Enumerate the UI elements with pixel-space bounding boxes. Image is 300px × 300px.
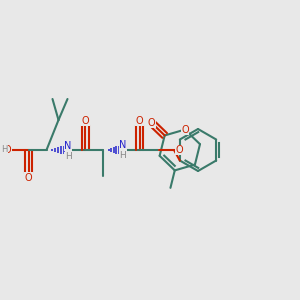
Text: H: H bbox=[65, 152, 71, 161]
Text: O: O bbox=[25, 173, 32, 183]
Text: O: O bbox=[82, 116, 89, 126]
Text: H: H bbox=[1, 146, 8, 154]
Text: O: O bbox=[175, 145, 183, 155]
Text: O: O bbox=[136, 116, 143, 126]
Text: N: N bbox=[119, 140, 127, 151]
Text: O: O bbox=[181, 124, 189, 135]
Text: H: H bbox=[120, 152, 126, 160]
Text: O: O bbox=[148, 118, 155, 128]
Text: N: N bbox=[64, 141, 72, 151]
Text: O: O bbox=[4, 145, 12, 155]
